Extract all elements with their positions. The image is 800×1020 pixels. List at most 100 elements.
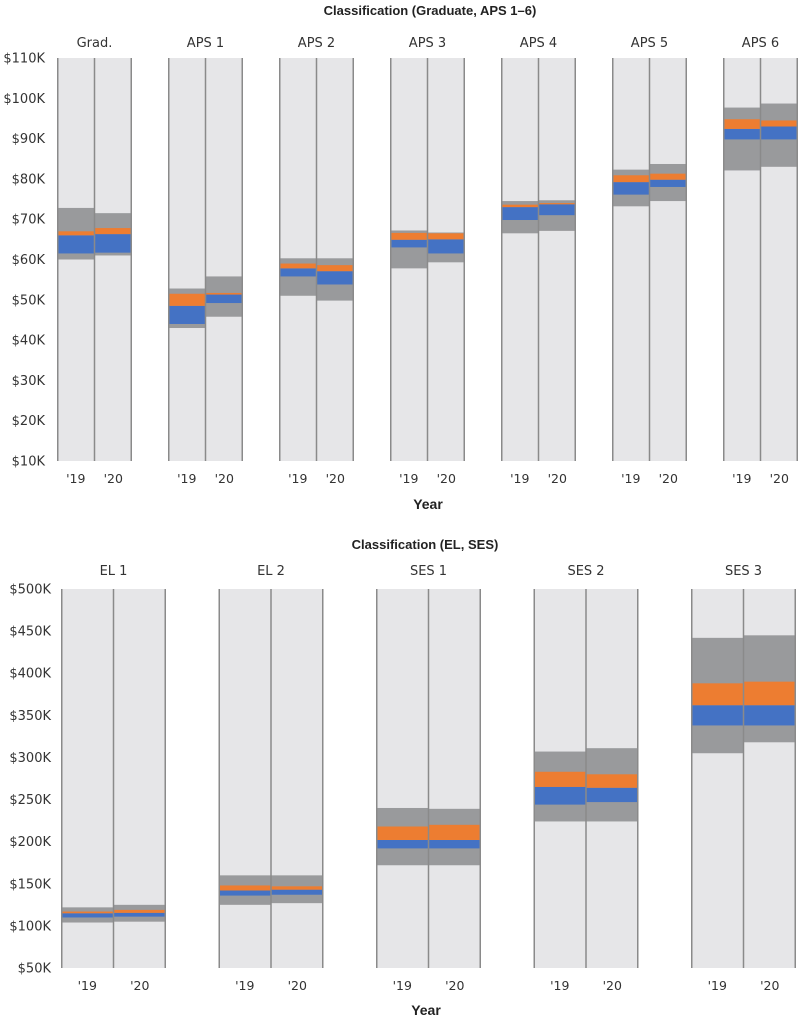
quartile-band-lower: [723, 128, 761, 140]
quartile-band-upper: [649, 173, 687, 180]
y-tick-label: $20K: [12, 414, 46, 429]
chart-title: Classification (Graduate, APS 1–6): [324, 3, 537, 18]
category-label: APS 6: [742, 36, 779, 51]
year-label: '20: [215, 471, 234, 486]
category-label: EL 1: [100, 564, 128, 579]
year-label: '20: [104, 471, 123, 486]
x-axis-label: Year: [413, 496, 443, 512]
year-label: '20: [326, 471, 345, 486]
category-label: Grad.: [77, 36, 113, 51]
y-tick-label: $500K: [9, 583, 51, 598]
y-tick-label: $100K: [9, 919, 51, 934]
quartile-band-lower: [271, 889, 324, 895]
column-background: [376, 589, 429, 968]
y-tick-label: $30K: [12, 374, 46, 389]
quartile-band-upper: [390, 232, 428, 240]
column-background: [428, 589, 481, 968]
chart-graduate-aps: Classification (Graduate, APS 1–6) $10K $…: [3, 3, 798, 512]
quartile-band-upper: [501, 204, 539, 208]
y-tick-label: $350K: [9, 709, 51, 724]
chart-el-ses: Classification (EL, SES) $50K $100K $150K $…: [9, 537, 796, 1018]
year-label: '19: [510, 471, 529, 486]
column-background: [649, 58, 687, 461]
y-tick-label: $400K: [9, 667, 51, 682]
year-label: '20: [770, 471, 789, 486]
quartile-band-lower: [427, 239, 465, 254]
quartile-band-lower: [533, 786, 586, 805]
quartile-band-upper: [218, 885, 271, 891]
quartile-band-lower: [390, 239, 428, 248]
year-label: '20: [603, 978, 622, 993]
category-label: SES 2: [567, 564, 604, 579]
quartile-band-lower: [538, 204, 576, 216]
quartile-band-upper: [168, 293, 206, 306]
category-label: APS 2: [298, 36, 335, 51]
y-tick-label: $50K: [18, 962, 52, 977]
year-label: '20: [437, 471, 456, 486]
column-background: [94, 58, 132, 461]
y-tick-label: $200K: [9, 835, 51, 850]
quartile-band-upper: [427, 233, 465, 240]
category-label: SES 3: [725, 564, 762, 579]
quartile-band-lower: [649, 179, 687, 187]
year-label: '19: [708, 978, 727, 993]
quartile-band-lower: [743, 705, 796, 726]
quartile-band-upper: [723, 119, 761, 129]
category-label: SES 1: [410, 564, 447, 579]
quartile-band-lower: [376, 839, 429, 849]
quartile-band-lower: [279, 268, 317, 277]
year-label: '19: [235, 978, 254, 993]
quartile-band-lower: [691, 705, 744, 726]
quartile-band-upper: [743, 681, 796, 706]
year-label: '19: [550, 978, 569, 993]
y-tick-label: $300K: [9, 751, 51, 766]
quartile-band-upper: [586, 774, 639, 788]
quartile-band-upper: [57, 231, 95, 236]
quartile-band-lower: [57, 235, 95, 254]
column-background: [113, 589, 166, 968]
year-label: '20: [288, 978, 307, 993]
y-tick-label: $110K: [3, 52, 45, 67]
quartile-band-lower: [586, 787, 639, 803]
quartile-band-upper: [428, 824, 481, 840]
quartile-band-upper: [691, 683, 744, 706]
column-background: [205, 58, 243, 461]
column-background: [538, 58, 576, 461]
quartile-band-lower: [113, 912, 166, 917]
year-label: '19: [399, 471, 418, 486]
quartile-band-upper: [61, 911, 114, 914]
y-tick-label: $90K: [12, 132, 46, 147]
x-axis-label: Year: [411, 1002, 441, 1018]
quartile-band-upper: [316, 265, 354, 272]
column-background: [271, 589, 324, 968]
year-label: '19: [393, 978, 412, 993]
y-tick-label: $100K: [3, 92, 45, 107]
quartile-band-lower: [218, 890, 271, 896]
quartile-band-upper: [271, 886, 324, 890]
y-tick-label: $450K: [9, 625, 51, 640]
category-label: APS 1: [187, 36, 224, 51]
y-tick-label: $50K: [12, 293, 46, 308]
quartile-band-upper: [612, 175, 650, 183]
quartile-band-upper: [205, 292, 243, 295]
column-background: [612, 58, 650, 461]
y-tick-label: $80K: [12, 172, 46, 187]
quartile-band-lower: [61, 913, 114, 918]
y-tick-label: $40K: [12, 334, 46, 349]
quartile-band-upper: [533, 771, 586, 787]
y-tick-label: $150K: [9, 877, 51, 892]
category-label: EL 2: [257, 564, 285, 579]
year-label: '19: [177, 471, 196, 486]
year-label: '19: [732, 471, 751, 486]
y-tick-label: $250K: [9, 793, 51, 808]
year-label: '19: [288, 471, 307, 486]
quartile-band-lower: [205, 294, 243, 304]
column-background: [501, 58, 539, 461]
quartile-band-lower: [168, 305, 206, 324]
quartile-band-upper: [279, 263, 317, 269]
quartile-band-upper: [760, 120, 798, 127]
year-label: '20: [760, 978, 779, 993]
quartile-band-upper: [94, 228, 132, 235]
column-background: [218, 589, 271, 968]
